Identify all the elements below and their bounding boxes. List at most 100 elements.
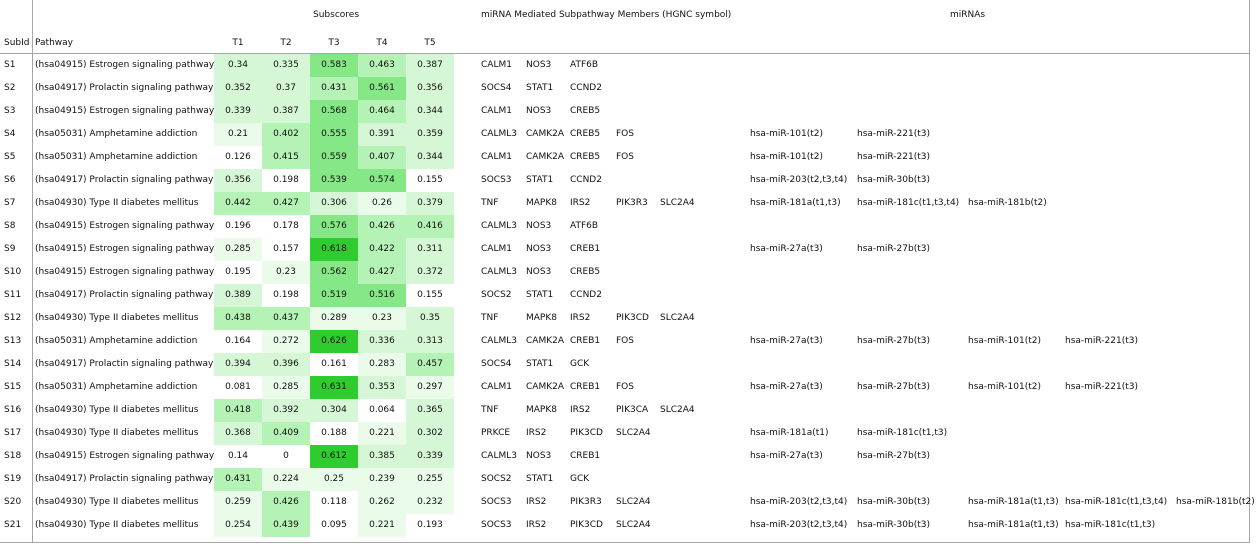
mirna-cell: hsa-miR-27a(t3)	[750, 382, 823, 392]
table-row[interactable]: S20 (hsa04930) Type II diabetes mellitus 0…	[0, 491, 1255, 514]
t2-score-cell: 0.285	[262, 376, 310, 399]
table-row[interactable]: S18 (hsa04915) Estrogen signaling pathway…	[0, 445, 1250, 468]
t3-score-cell: 0.519	[310, 284, 358, 307]
pathway-cell: (hsa04915) Estrogen signaling pathway	[35, 451, 215, 461]
table-row[interactable]: S6 (hsa04917) Prolactin signaling pathway…	[0, 169, 1250, 192]
mirna-cell: hsa-miR-101(t2)	[750, 129, 824, 139]
t2-score-cell: 0.439	[262, 514, 310, 537]
gene-cell: SOCS3	[481, 520, 512, 530]
table-row[interactable]: S4 (hsa05031) Amphetamine addiction 0.21 0.…	[0, 123, 1250, 146]
subid-cell: S7	[4, 198, 16, 208]
table-row[interactable]: S16 (hsa04930) Type II diabetes mellitus 0…	[0, 399, 1250, 422]
t4-score-cell: 0.221	[358, 514, 406, 537]
gene-cell: PIK3CD	[570, 428, 603, 438]
t2-score-cell: 0.224	[262, 468, 310, 491]
pathway-cell: (hsa05031) Amphetamine addiction	[35, 152, 198, 162]
t3-score-cell: 0.631	[310, 376, 358, 399]
subid-cell: S1	[4, 60, 16, 70]
t5-column-header[interactable]: T5	[424, 38, 436, 48]
pathway-cell: (hsa04917) Prolactin signaling pathway	[35, 83, 214, 93]
gene-cell: SOCS3	[481, 497, 512, 507]
t1-score-cell: 0.254	[214, 514, 262, 537]
t3-score-cell: 0.559	[310, 146, 358, 169]
mirna-cell: hsa-miR-181a(t1,t3)	[968, 497, 1059, 507]
table-row[interactable]: S13 (hsa05031) Amphetamine addiction 0.164…	[0, 330, 1250, 353]
t2-score-cell: 0.402	[262, 123, 310, 146]
t2-column-header[interactable]: T2	[280, 38, 292, 48]
mirna-cell: hsa-miR-181a(t1,t3)	[750, 198, 841, 208]
t2-score-cell: 0.415	[262, 146, 310, 169]
mirna-cell: hsa-miR-181c(t1,t3)	[1065, 520, 1156, 530]
gene-cell: NOS3	[526, 221, 552, 231]
pathway-cell: (hsa05031) Amphetamine addiction	[35, 382, 198, 392]
t2-score-cell: 0.437	[262, 307, 310, 330]
t5-score-cell: 0.313	[406, 330, 454, 353]
pathway-column-header[interactable]: Pathway	[35, 38, 73, 48]
t4-score-cell: 0.516	[358, 284, 406, 307]
subid-cell: S9	[4, 244, 16, 254]
subid-cell: S20	[4, 497, 22, 507]
table-row[interactable]: S12 (hsa04930) Type II diabetes mellitus 0…	[0, 307, 1250, 330]
t3-score-cell: 0.626	[310, 330, 358, 353]
subid-cell: S11	[4, 290, 22, 300]
gene-cell: NOS3	[526, 244, 552, 254]
table-row[interactable]: S1 (hsa04915) Estrogen signaling pathway 0…	[0, 54, 1250, 77]
subid-column-header[interactable]: SubId	[4, 38, 30, 48]
table-row[interactable]: S7 (hsa04930) Type II diabetes mellitus 0.…	[0, 192, 1250, 215]
mirna-cell: hsa-miR-181b(t2)	[1176, 497, 1255, 507]
pathway-cell: (hsa05031) Amphetamine addiction	[35, 129, 198, 139]
gene-cell: PIK3CA	[616, 405, 649, 415]
t1-column-header[interactable]: T1	[232, 38, 244, 48]
table-row[interactable]: S8 (hsa04915) Estrogen signaling pathway 0…	[0, 215, 1250, 238]
gene-cell: SLC2A4	[616, 428, 651, 438]
t4-score-cell: 0.463	[358, 54, 406, 77]
column-divider	[32, 0, 33, 543]
t1-score-cell: 0.14	[214, 445, 262, 468]
gene-cell: CAMK2A	[526, 129, 564, 139]
table-row[interactable]: S2 (hsa04917) Prolactin signaling pathway…	[0, 77, 1250, 100]
gene-cell: SLC2A4	[660, 405, 695, 415]
t3-score-cell: 0.562	[310, 261, 358, 284]
table-row[interactable]: S3 (hsa04915) Estrogen signaling pathway 0…	[0, 100, 1250, 123]
table-row[interactable]: S10 (hsa04915) Estrogen signaling pathway…	[0, 261, 1250, 284]
table-row[interactable]: S14 (hsa04917) Prolactin signaling pathwa…	[0, 353, 1250, 376]
t2-score-cell: 0.37	[262, 77, 310, 100]
t1-score-cell: 0.418	[214, 399, 262, 422]
t3-score-cell: 0.118	[310, 491, 358, 514]
gene-cell: IRS2	[526, 520, 547, 530]
t2-score-cell: 0	[262, 445, 310, 468]
t2-score-cell: 0.272	[262, 330, 310, 353]
gene-cell: IRS2	[570, 313, 591, 323]
table-row[interactable]: S9 (hsa04915) Estrogen signaling pathway 0…	[0, 238, 1250, 261]
pathway-cell: (hsa04917) Prolactin signaling pathway	[35, 359, 214, 369]
gene-cell: FOS	[616, 336, 634, 346]
gene-cell: CREB1	[570, 451, 601, 461]
gene-cell: PIK3CD	[616, 313, 649, 323]
table-row[interactable]: S21 (hsa04930) Type II diabetes mellitus 0…	[0, 514, 1250, 537]
header-divider	[0, 53, 1250, 54]
t5-score-cell: 0.155	[406, 284, 454, 307]
table-row[interactable]: S11 (hsa04917) Prolactin signaling pathwa…	[0, 284, 1250, 307]
table-row[interactable]: S15 (hsa05031) Amphetamine addiction 0.081…	[0, 376, 1250, 399]
t1-score-cell: 0.368	[214, 422, 262, 445]
t3-column-header[interactable]: T3	[328, 38, 340, 48]
t4-score-cell: 0.464	[358, 100, 406, 123]
t5-score-cell: 0.344	[406, 146, 454, 169]
pathway-cell: (hsa04915) Estrogen signaling pathway	[35, 244, 215, 254]
table-row[interactable]: S19 (hsa04917) Prolactin signaling pathwa…	[0, 468, 1250, 491]
table-row[interactable]: S17 (hsa04930) Type II diabetes mellitus 0…	[0, 422, 1250, 445]
t4-score-cell: 0.262	[358, 491, 406, 514]
subid-cell: S12	[4, 313, 22, 323]
t1-score-cell: 0.389	[214, 284, 262, 307]
table-row[interactable]: S5 (hsa05031) Amphetamine addiction 0.126 0…	[0, 146, 1250, 169]
t5-score-cell: 0.365	[406, 399, 454, 422]
t4-column-header[interactable]: T4	[376, 38, 388, 48]
t1-score-cell: 0.164	[214, 330, 262, 353]
subid-cell: S4	[4, 129, 16, 139]
gene-cell: CCND2	[570, 175, 602, 185]
t2-score-cell: 0.198	[262, 284, 310, 307]
t2-score-cell: 0.335	[262, 54, 310, 77]
t3-score-cell: 0.539	[310, 169, 358, 192]
gene-cell: CCND2	[570, 290, 602, 300]
